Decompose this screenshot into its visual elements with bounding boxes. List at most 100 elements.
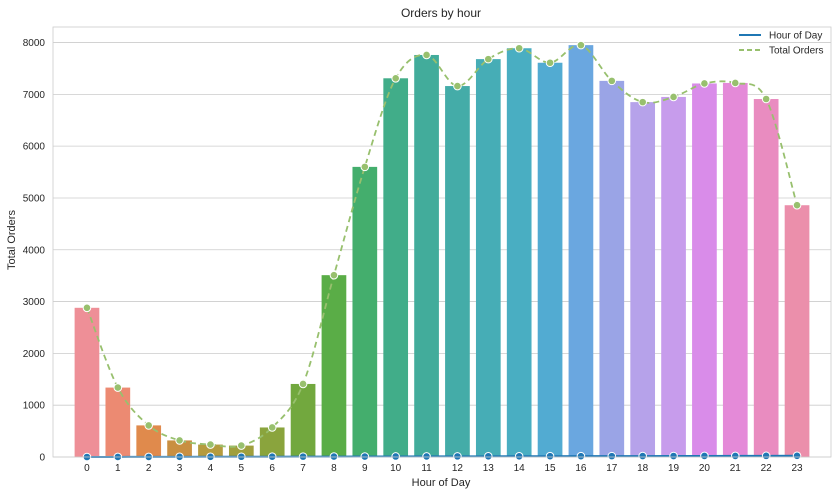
x-tick-label: 9 [362, 463, 368, 474]
x-tick-label: 14 [514, 463, 526, 474]
bar-hour-19 [661, 96, 686, 457]
x-tick-label: 16 [575, 463, 587, 474]
x-tick-label: 22 [761, 463, 773, 474]
bar-hour-5 [228, 445, 254, 457]
series-0-point [484, 452, 493, 461]
bar-hour-2 [136, 425, 162, 457]
bar-hour-14 [506, 48, 532, 457]
x-tick-label: 12 [452, 463, 464, 474]
bars-layer [74, 45, 810, 458]
y-tick-label: 1000 [23, 401, 46, 412]
series-0-point [700, 451, 709, 461]
bar-hour-23 [784, 205, 810, 457]
series-0-point [761, 451, 771, 461]
legend-label-1: Total Orders [769, 46, 823, 57]
series-1-point [792, 200, 802, 210]
series-0-point [576, 451, 586, 461]
bar-hour-8 [321, 275, 347, 457]
bar-hour-20 [692, 83, 717, 457]
y-tick-label: 5000 [23, 193, 46, 204]
x-tick-label: 4 [208, 463, 214, 474]
series-1-point [700, 79, 709, 88]
series-1-point [514, 43, 524, 53]
series-1-point [730, 78, 740, 88]
y-tick-label: 3000 [23, 297, 46, 308]
grid-layer [53, 42, 831, 458]
series-1-point [206, 440, 215, 449]
series-0-point [453, 452, 462, 461]
series-1-point [761, 94, 771, 104]
x-tick-label: 3 [177, 463, 183, 474]
chart-title: Orders by hour [401, 6, 481, 20]
y-tick-label: 4000 [23, 245, 46, 256]
y-tick-label: 7000 [23, 90, 46, 101]
bar-hour-18 [630, 102, 656, 457]
series-0-point [545, 451, 555, 461]
series-1-point [607, 76, 617, 86]
series-1-point [113, 383, 123, 392]
series-1-point [175, 436, 184, 445]
series-1-point [329, 270, 339, 280]
bar-hour-9 [352, 166, 378, 457]
bar-hour-10 [383, 78, 409, 457]
x-tick-label: 2 [146, 463, 152, 474]
series-0-point [607, 451, 617, 461]
x-tick-label: 11 [421, 463, 432, 474]
x-tick-label: 15 [544, 463, 556, 474]
bar-hour-17 [599, 80, 625, 457]
y-axis-title: Total Orders [6, 210, 18, 270]
series-0-point [669, 451, 678, 461]
bar-hour-4 [198, 444, 223, 457]
bar-hour-3 [167, 440, 192, 457]
y-tick-label: 0 [39, 453, 45, 464]
x-tick-label: 19 [668, 463, 680, 474]
legend-label-0: Hour of Day [769, 31, 822, 42]
series-1-point [484, 54, 493, 64]
x-tick-label: 18 [637, 463, 649, 474]
series-0-point [422, 452, 431, 461]
x-tick-label: 1 [115, 463, 121, 474]
x-tick-label: 8 [331, 463, 337, 474]
series-1-point [298, 379, 308, 389]
y-tick-label: 8000 [23, 38, 46, 49]
x-tick-label: 7 [300, 463, 306, 474]
series-0-point [792, 451, 802, 461]
bar-hour-11 [414, 54, 439, 458]
series-1-point [360, 162, 370, 172]
x-tick-label: 23 [791, 463, 803, 474]
x-axis-title: Hour of Day [412, 477, 471, 489]
legend: Hour of Day Total Orders [739, 31, 823, 57]
bar-hour-21 [722, 82, 748, 457]
x-tick-label: 0 [84, 463, 90, 474]
series-1-point [422, 50, 431, 60]
series-0-point [391, 452, 400, 461]
bar-hour-0 [74, 307, 100, 457]
bar-hour-7 [290, 383, 316, 457]
series-0-point [638, 451, 647, 461]
series-1-point [576, 40, 586, 50]
bar-hour-22 [753, 99, 779, 457]
plot-frame [52, 26, 832, 458]
series-1-point [267, 423, 277, 432]
x-tick-label: 17 [606, 463, 618, 474]
bar-hour-1 [105, 387, 131, 457]
series-0-point [730, 451, 740, 461]
series-0-point [360, 452, 370, 461]
series-1-point [144, 421, 154, 430]
y-tick-label: 6000 [23, 142, 46, 153]
series-1-point [638, 97, 647, 107]
series-0-point [329, 452, 339, 461]
bar-hour-13 [475, 59, 501, 457]
series-1-point [669, 92, 678, 102]
series-1-point [391, 73, 400, 83]
series-line-1 [86, 44, 798, 448]
x-tick-label: 5 [239, 463, 245, 474]
series-1-point [237, 441, 246, 450]
bar-hour-12 [445, 86, 470, 457]
x-tick-label: 20 [699, 463, 711, 474]
series-1-point [545, 58, 555, 68]
y-tick-label: 2000 [23, 349, 46, 360]
